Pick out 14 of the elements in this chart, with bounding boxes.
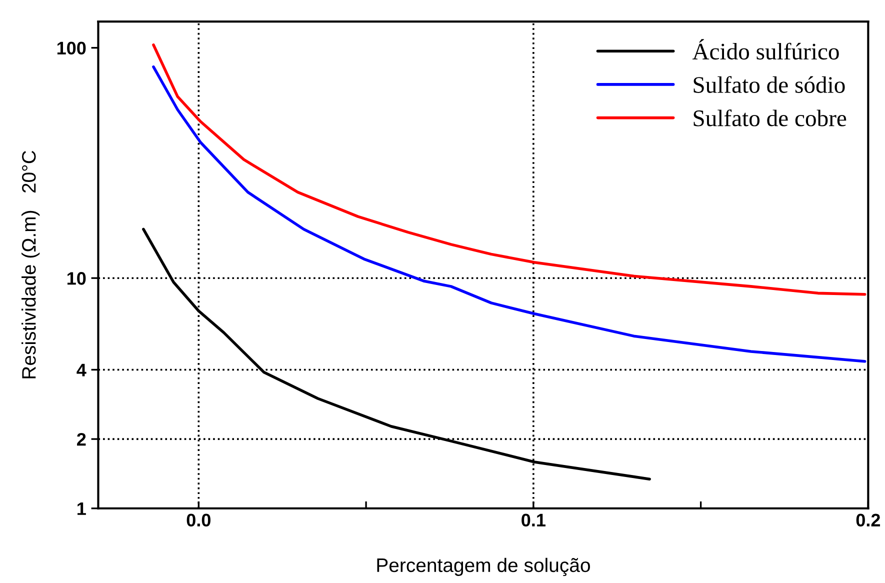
x-tick-label: 0.2: [856, 514, 880, 526]
legend-label: Sulfato de cobre: [694, 109, 846, 126]
y-tick-label: 10: [67, 272, 86, 285]
x-axis-title: Percentagem de solução: [377, 558, 590, 576]
legend-label: Sulfato de sódio: [694, 76, 845, 93]
x-tick-label: 0.0: [186, 514, 210, 526]
line-series: [152, 65, 866, 363]
y-tick-label: 4: [76, 364, 86, 376]
y-tick-label: 1: [78, 502, 86, 515]
y-axis-title: Resistividade (Ω.m) 20°C: [22, 150, 40, 378]
legend-label: Ácido sulfúrico: [692, 39, 839, 60]
y-tick-label: 2: [77, 432, 86, 446]
y-tick-label: 100: [57, 42, 86, 55]
x-tick-label: 0.1: [522, 514, 546, 526]
